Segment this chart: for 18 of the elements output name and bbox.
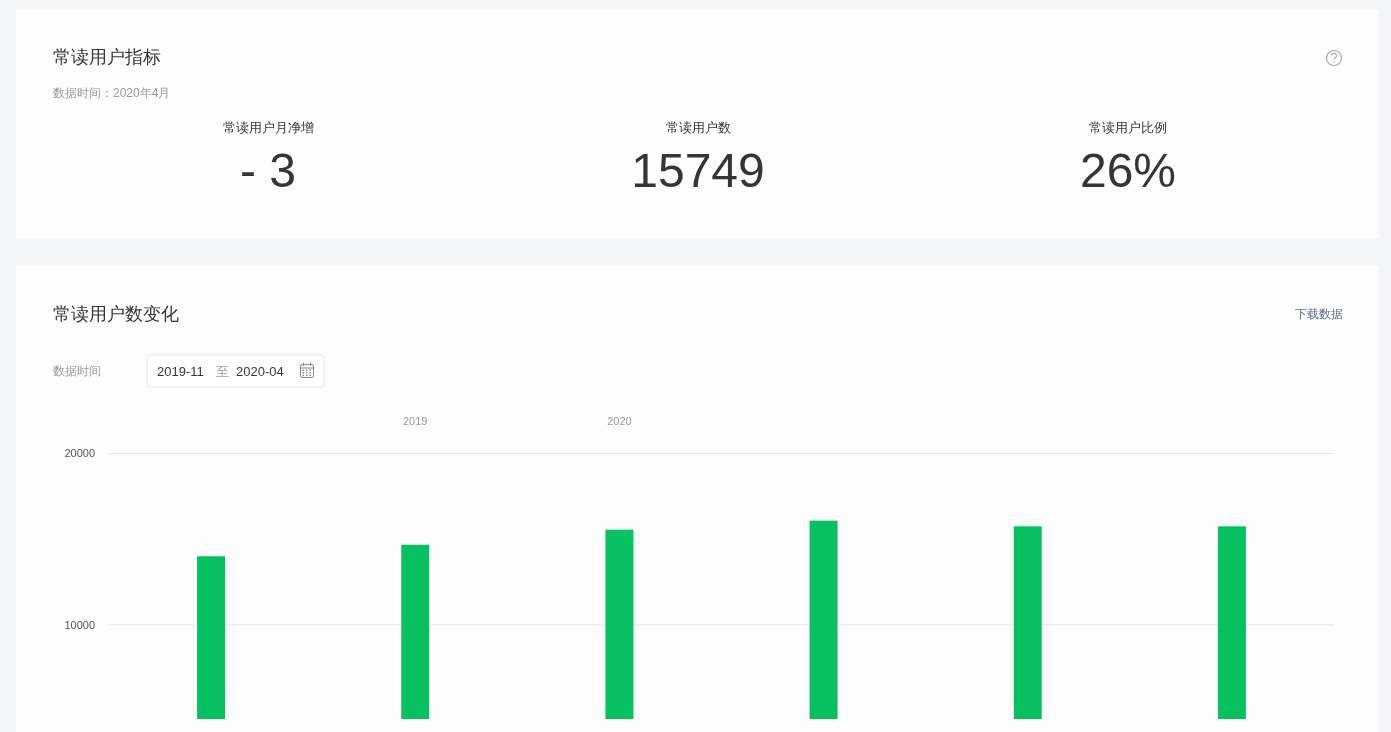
text: 下载数据 [1295,307,1343,321]
x-tick-label: 2019 [403,414,428,427]
x-tick-label: 2020 [607,414,632,427]
text: - 3 [239,144,297,197]
text: 数据时间 [53,364,101,378]
text: 26% [1079,144,1177,197]
chart-title: 常读用户数变化 [53,304,179,324]
y-tick-label: 10000 [64,618,95,631]
text: 2019-11 [157,364,204,379]
text: 2020-04 [236,364,284,379]
text: 至 [216,364,229,379]
category-label: 常读用户数 [665,121,731,135]
text: 数据时间：2020年4月 [53,86,171,100]
text: 常读用户指标 [53,47,161,67]
text: 15749 [631,144,765,197]
category-label: 常读用户比例 [1089,121,1167,135]
category-label: 常读用户月净增 [222,121,314,135]
y-tick-label: 20000 [64,447,95,460]
